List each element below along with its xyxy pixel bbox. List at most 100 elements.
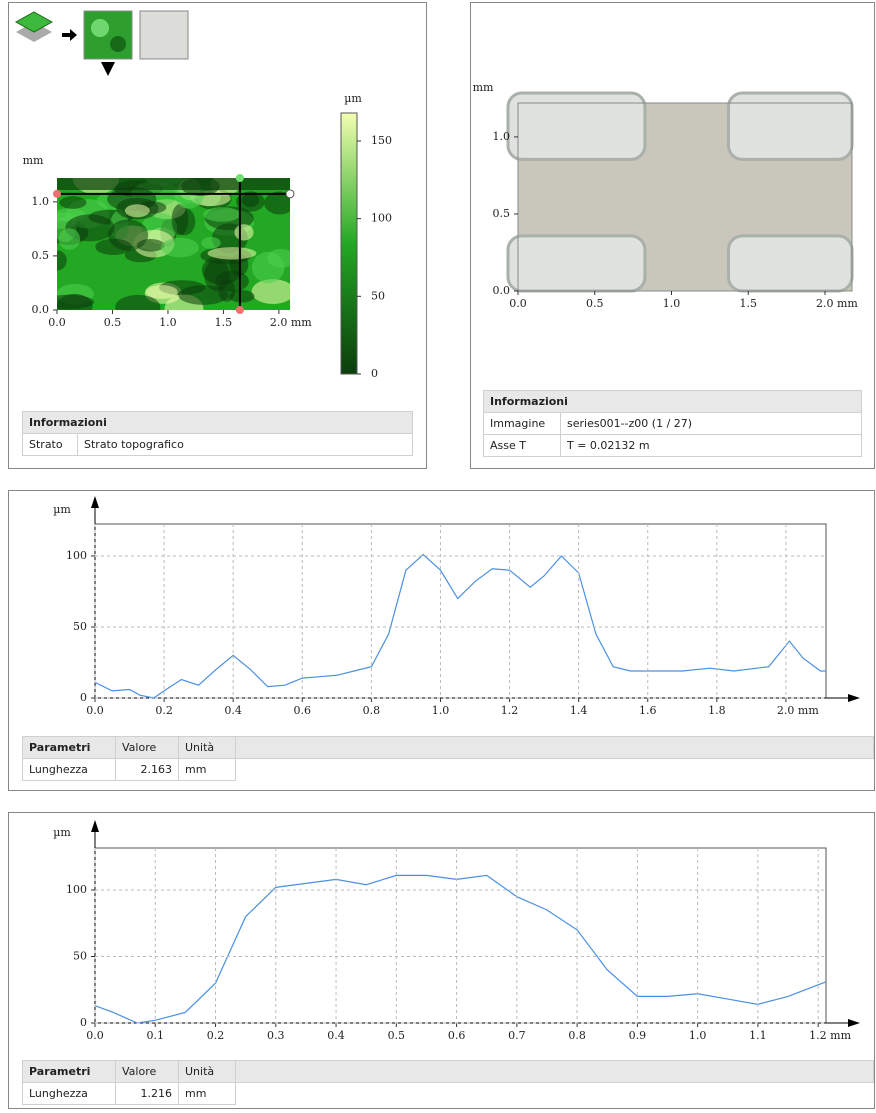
arrow bbox=[848, 694, 860, 702]
table-title: Informazioni bbox=[23, 412, 413, 434]
y-tick-label: 0 bbox=[80, 1016, 87, 1029]
y-tick-label: 100 bbox=[66, 549, 87, 562]
thumbnail[interactable] bbox=[84, 11, 132, 59]
cell: mm bbox=[179, 759, 236, 781]
well bbox=[728, 236, 852, 291]
arrow bbox=[848, 1019, 860, 1027]
x-tick-label: 0.6 bbox=[294, 704, 312, 717]
layer-thumbnails[interactable] bbox=[16, 11, 188, 76]
heatmap-blob bbox=[201, 237, 220, 249]
x-tick-label: 0.9 bbox=[629, 1029, 647, 1042]
x-tick-label: 0.8 bbox=[568, 1029, 586, 1042]
x-tick-label: 1.5 bbox=[739, 297, 757, 310]
arrow bbox=[91, 820, 99, 832]
colorbar bbox=[341, 113, 357, 374]
cell bbox=[236, 1083, 874, 1105]
cell bbox=[236, 737, 874, 759]
x-tick-label: 1.8 bbox=[708, 704, 726, 717]
y-axis-unit: µm bbox=[53, 826, 71, 839]
x-tick-label: 1.1 bbox=[749, 1029, 767, 1042]
x-tick-label: 0.0 bbox=[48, 316, 66, 329]
x-tick-label: 1.6 bbox=[639, 704, 657, 717]
x-tick-label: 1.5 bbox=[215, 316, 233, 329]
heatmap-blob bbox=[115, 295, 160, 319]
x-tick-label: 1.0 bbox=[689, 1029, 707, 1042]
cell: Lunghezza bbox=[23, 759, 116, 781]
x-tick-label: 0.1 bbox=[147, 1029, 165, 1042]
y-tick-label: 50 bbox=[73, 620, 87, 633]
cell: T = 0.02132 m bbox=[561, 435, 862, 457]
selector bbox=[101, 62, 115, 76]
y-axis-unit: mm bbox=[23, 154, 44, 167]
x-tick-label: 0.4 bbox=[224, 704, 242, 717]
well bbox=[508, 236, 645, 291]
colorbar-tick-label: 0 bbox=[371, 367, 378, 380]
cell: Asse T bbox=[484, 435, 561, 457]
x-tick-label: 0.3 bbox=[267, 1029, 285, 1042]
heatmap-blob bbox=[252, 279, 295, 304]
heatmap-blob bbox=[146, 285, 178, 299]
x-tick-label: 2.0 mm bbox=[777, 704, 819, 717]
x-tick-label: 0.2 bbox=[155, 704, 173, 717]
handle bbox=[53, 190, 61, 198]
x-tick-label: 0.5 bbox=[586, 297, 604, 310]
heatmap-blob bbox=[125, 204, 150, 217]
heatmap-blob bbox=[172, 204, 189, 235]
heatmap-blob bbox=[161, 238, 199, 258]
x-tick-label: 0.0 bbox=[509, 297, 527, 310]
cell bbox=[236, 759, 874, 781]
x-tick-label: 0.2 bbox=[207, 1029, 225, 1042]
column-header: Valore bbox=[116, 737, 179, 759]
y-tick-label: 1.0 bbox=[493, 130, 511, 143]
x-tick-label: 1.2 bbox=[501, 704, 519, 717]
cell: mm bbox=[179, 1083, 236, 1105]
x-tick-label: 1.0 bbox=[159, 316, 177, 329]
handle bbox=[236, 306, 244, 314]
top-band bbox=[57, 178, 290, 190]
x-tick-label: 2.0 mm bbox=[270, 316, 312, 329]
column-header: Parametri bbox=[23, 737, 116, 759]
table-title: Informazioni bbox=[484, 391, 862, 413]
colorbar-tick-label: 100 bbox=[371, 212, 392, 225]
heatmap-blob bbox=[234, 224, 253, 240]
cell bbox=[236, 1061, 874, 1083]
thumbnail[interactable] bbox=[140, 11, 188, 59]
colorbar-tick-label: 50 bbox=[371, 289, 385, 302]
cell: Lunghezza bbox=[23, 1083, 116, 1105]
y-tick-label: 1.0 bbox=[32, 195, 50, 208]
heatmap-blob bbox=[208, 247, 257, 259]
heatmap-blob bbox=[178, 285, 228, 305]
heatmap-blob bbox=[267, 249, 295, 268]
y-tick-label: 0.5 bbox=[493, 207, 511, 220]
x-tick-label: 0.0 bbox=[86, 1029, 104, 1042]
heatmap-blob bbox=[203, 207, 240, 222]
y-tick-label: 100 bbox=[66, 883, 87, 896]
y-tick-label: 0.0 bbox=[32, 303, 50, 316]
cell: Strato bbox=[23, 434, 78, 456]
colorbar-tick-label: 150 bbox=[371, 134, 392, 147]
cell: 2.163 bbox=[116, 759, 179, 781]
handle bbox=[286, 190, 294, 198]
y-axis-unit: mm bbox=[473, 81, 494, 94]
cell: Immagine bbox=[484, 413, 561, 435]
colorbar-unit: µm bbox=[344, 92, 362, 105]
column-header: Valore bbox=[116, 1061, 179, 1083]
heatmap-blob bbox=[48, 250, 67, 270]
x-tick-label: 0.7 bbox=[508, 1029, 526, 1042]
x-tick-label: 1.0 bbox=[663, 297, 681, 310]
y-tick-label: 0 bbox=[80, 691, 87, 704]
cell: Strato topografico bbox=[78, 434, 413, 456]
x-tick-label: 0.0 bbox=[86, 704, 104, 717]
y-tick-label: 0.0 bbox=[493, 284, 511, 297]
heatmap-blob bbox=[108, 219, 148, 250]
canvas: µm 0 50 100 150 mm 0.0 0.5 1.0 1.5 2.0 mm 0.0 0.5 1.0… bbox=[0, 0, 876, 1113]
icon bbox=[91, 19, 109, 37]
x-tick-label: 1.4 bbox=[570, 704, 588, 717]
y-tick-label: 50 bbox=[73, 950, 87, 963]
x-tick-label: 0.5 bbox=[104, 316, 122, 329]
column-header: Unità bbox=[179, 737, 236, 759]
